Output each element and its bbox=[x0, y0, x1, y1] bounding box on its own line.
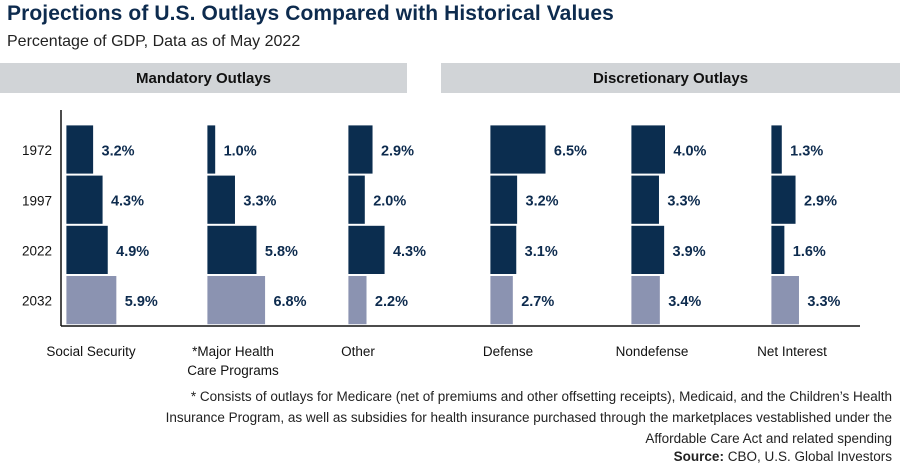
year-label-1972: 1972 bbox=[22, 143, 52, 158]
category-label: Net Interest bbox=[757, 344, 827, 359]
category-label: Defense bbox=[482, 344, 534, 359]
value-label: 6.8% bbox=[273, 294, 306, 310]
footnote: * Consists of outlays for Medicare (net … bbox=[165, 389, 892, 446]
bar-net-interest-2022 bbox=[770, 224, 786, 275]
value-label: 2.9% bbox=[804, 194, 837, 210]
value-label: 2.2% bbox=[375, 294, 408, 310]
value-label: 1.6% bbox=[793, 244, 826, 260]
bar-major-health-1972 bbox=[206, 124, 217, 175]
bar-defense-1972 bbox=[489, 124, 547, 175]
value-label: 5.8% bbox=[265, 244, 298, 260]
source-label: Source: bbox=[673, 449, 724, 464]
chart-subtitle: Percentage of GDP, Data as of May 2022 bbox=[7, 33, 301, 50]
bar-defense-2032 bbox=[489, 275, 514, 326]
bar-other-1997 bbox=[347, 174, 366, 225]
bar-nondefense-1972 bbox=[630, 124, 666, 175]
bar-social-security-1997 bbox=[65, 174, 104, 225]
bar-other-1972 bbox=[347, 124, 374, 175]
value-label: 4.3% bbox=[111, 194, 144, 210]
value-label: 3.3% bbox=[667, 194, 700, 210]
category-label: Other bbox=[341, 344, 375, 359]
bar-net-interest-1972 bbox=[770, 124, 783, 175]
value-label: 1.0% bbox=[224, 144, 257, 160]
value-label: 2.9% bbox=[381, 144, 414, 160]
value-label: 3.1% bbox=[525, 244, 558, 260]
value-label: 4.3% bbox=[393, 244, 426, 260]
value-label: 3.4% bbox=[668, 294, 701, 310]
bar-major-health-2022 bbox=[206, 224, 258, 275]
bar-social-security-2032 bbox=[65, 275, 118, 326]
value-label: 3.3% bbox=[807, 294, 840, 310]
bar-nondefense-2032 bbox=[630, 275, 661, 326]
bar-major-health-2032 bbox=[206, 275, 266, 326]
chart-title: Projections of U.S. Outlays Compared wit… bbox=[7, 2, 614, 25]
category-label: Social Security bbox=[46, 344, 136, 359]
value-label: 4.0% bbox=[673, 144, 706, 160]
value-label: 6.5% bbox=[554, 144, 587, 160]
value-label: 3.2% bbox=[102, 144, 135, 160]
bar-other-2032 bbox=[347, 275, 368, 326]
value-label: 1.3% bbox=[790, 144, 823, 160]
source-line: Source: CBO, U.S. Global Investors bbox=[674, 449, 892, 464]
category-label: Nondefense bbox=[615, 344, 689, 359]
year-label-2022: 2022 bbox=[22, 244, 52, 259]
value-label: 3.2% bbox=[526, 194, 559, 210]
bar-major-health-1997 bbox=[206, 174, 236, 225]
value-label: 2.0% bbox=[373, 194, 406, 210]
value-label: 4.9% bbox=[116, 244, 149, 260]
group-header-discretionary: Discretionary Outlays bbox=[441, 63, 900, 93]
value-label: 3.9% bbox=[673, 244, 706, 260]
bar-net-interest-1997 bbox=[770, 174, 797, 225]
value-label: 5.9% bbox=[125, 294, 158, 310]
bar-nondefense-2022 bbox=[630, 224, 665, 275]
year-label-1997: 1997 bbox=[22, 193, 52, 208]
bar-social-security-2022 bbox=[65, 224, 109, 275]
group-header-mandatory: Mandatory Outlays bbox=[0, 63, 407, 93]
bar-other-2022 bbox=[347, 224, 386, 275]
year-label-2032: 2032 bbox=[22, 294, 52, 309]
bar-net-interest-2032 bbox=[770, 275, 800, 326]
bar-defense-1997 bbox=[489, 174, 518, 225]
bar-nondefense-1997 bbox=[630, 174, 660, 225]
value-label: 2.7% bbox=[521, 294, 554, 310]
category-label: *Major Health Care Programs bbox=[187, 344, 279, 378]
source-text: CBO, U.S. Global Investors bbox=[723, 449, 892, 464]
bar-social-security-1972 bbox=[65, 124, 94, 175]
bar-defense-2022 bbox=[489, 224, 518, 275]
value-label: 3.3% bbox=[243, 194, 276, 210]
